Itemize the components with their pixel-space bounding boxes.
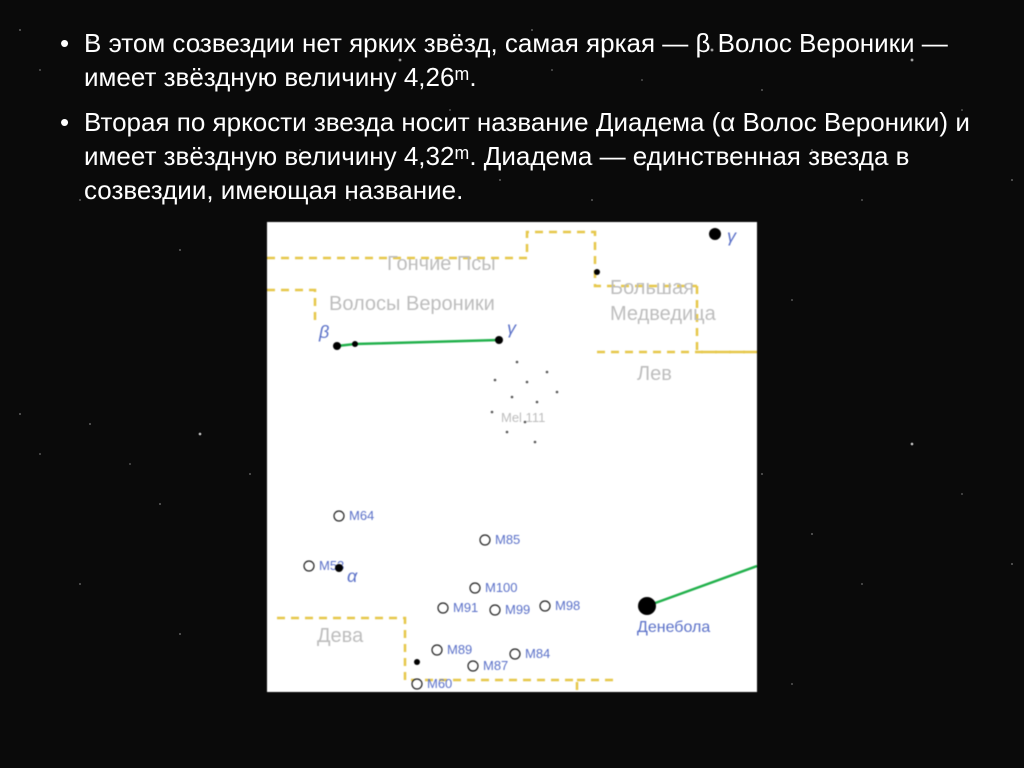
svg-text:α: α xyxy=(347,566,358,586)
svg-text:Гончие Псы: Гончие Псы xyxy=(387,253,496,275)
svg-text:M89: M89 xyxy=(447,642,472,657)
svg-text:γ: γ xyxy=(507,318,517,338)
star-map-svg: M64M53M85M100M91M99M98M89M87M84M60Гончие… xyxy=(267,222,757,692)
svg-text:β: β xyxy=(318,322,329,342)
svg-text:M60: M60 xyxy=(427,676,452,691)
bullet-2: Вторая по яркости звезда носит название … xyxy=(60,105,984,208)
svg-text:M99: M99 xyxy=(505,602,530,617)
svg-text:Лев: Лев xyxy=(637,363,672,385)
bullet-1: В этом созвездии нет ярких звёзд, самая … xyxy=(60,26,984,95)
svg-text:M64: M64 xyxy=(349,508,374,523)
svg-text:M100: M100 xyxy=(485,580,518,595)
svg-text:γ: γ xyxy=(727,226,737,246)
svg-text:M98: M98 xyxy=(555,598,580,613)
svg-text:M87: M87 xyxy=(483,658,508,673)
star-map: M64M53M85M100M91M99M98M89M87M84M60Гончие… xyxy=(267,222,757,692)
svg-text:Волосы Вероники: Волосы Вероники xyxy=(329,293,495,315)
svg-text:M91: M91 xyxy=(453,600,478,615)
svg-text:Дева: Дева xyxy=(317,625,364,647)
svg-text:M85: M85 xyxy=(495,532,520,547)
svg-text:M84: M84 xyxy=(525,646,550,661)
svg-text:Денебола: Денебола xyxy=(637,619,710,636)
bullet-list: В этом созвездии нет ярких звёзд, самая … xyxy=(60,26,984,208)
svg-text:Медведица: Медведица xyxy=(610,303,717,325)
svg-text:Mel 111: Mel 111 xyxy=(501,410,545,425)
slide-content: В этом созвездии нет ярких звёзд, самая … xyxy=(0,0,1024,208)
svg-text:Большая: Большая xyxy=(610,277,694,299)
